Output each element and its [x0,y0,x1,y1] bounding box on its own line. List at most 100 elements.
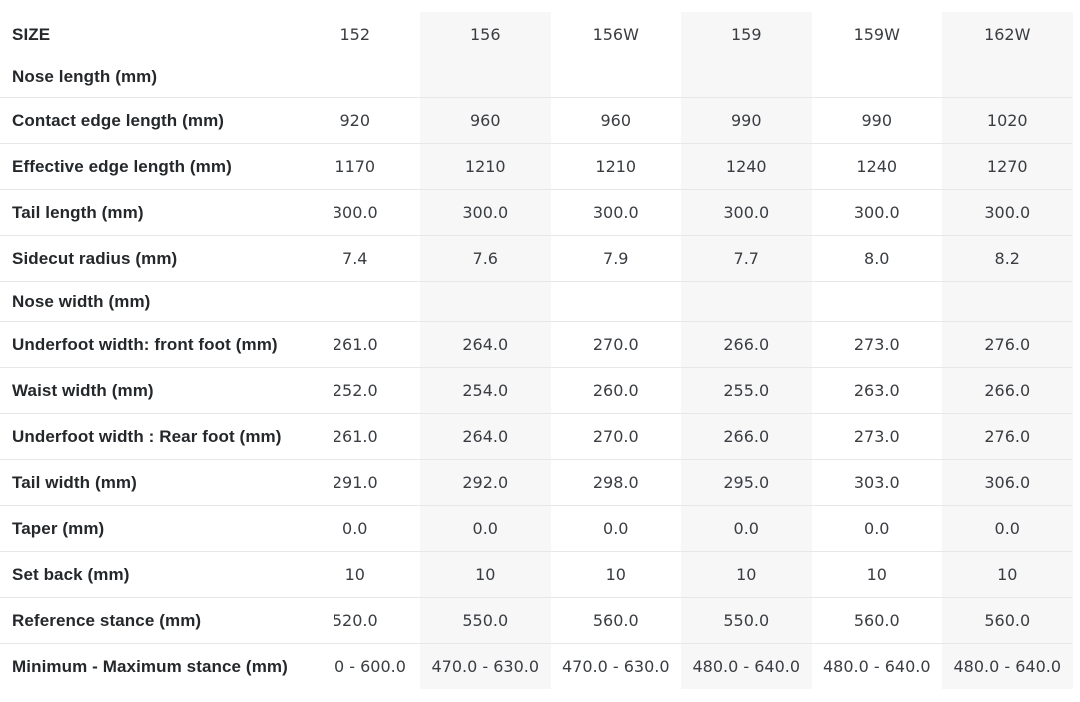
spec-value-cell [942,57,1073,97]
spec-value-cell: 273.0 [853,335,900,354]
spec-value-cell: 480.0 - 640.0 [822,657,931,676]
spec-value-cell: 0.0 [603,519,629,538]
spec-row: Nose width (mm) [0,281,1072,321]
spec-row-label: Effective edge length (mm) [0,144,334,189]
spec-row: 10 10 10 10 10 10 Set back (mm) [0,551,1072,597]
spec-row: 0.0 0.0 0.0 0.0 0.0 0.0 Taper (mm) [0,505,1072,551]
spec-row-label: Reference stance (mm) [0,598,334,643]
spec-row-label: Minimum - Maximum stance (mm) [0,644,334,689]
spec-value-cell: 960 [600,111,632,130]
spec-value-cell: 920 [339,111,371,130]
spec-value-cell: 560.0 [984,611,1031,630]
spec-row: 252.0 254.0 260.0 255.0 263.0 266.0 Waist widt… [0,367,1072,413]
size-header-cell: 162W [984,25,1031,44]
spec-row: 261.0 264.0 270.0 266.0 273.0 276.0 Underfoot … [0,413,1072,459]
spec-value-cell: 550.0 [462,611,509,630]
spec-value-cell: 298.0 [592,473,639,492]
spec-value-cell: 480.0 - 640.0 [953,657,1062,676]
spec-value-cell: 7.4 [342,249,368,268]
spec-value-cell: 7.7 [733,249,759,268]
spec-value-cell: 480.0 - 640.0 [692,657,801,676]
spec-value-cell: 291.0 [331,473,378,492]
spec-value-cell: 254.0 [462,381,509,400]
spec-value-cell: 0.0 [994,519,1020,538]
spec-value-cell: 1170 [334,157,376,176]
spec-value-cell: 520.0 [331,611,378,630]
spec-row: 0 - 600.0 470.0 - 630.0 470.0 - 630.0 480.0… [0,643,1072,689]
spec-row: 291.0 292.0 298.0 295.0 303.0 306.0 Tail width… [0,459,1072,505]
spec-value-cell: 1210 [595,157,637,176]
size-header-cell: 159 [730,25,762,44]
spec-value-cell: 0 - 600.0 [334,657,406,676]
spec-value-cell: 990 [861,111,893,130]
spec-value-cell: 7.6 [472,249,498,268]
spec-value-cell: 300.0 [462,203,509,222]
spec-row: 520.0 550.0 560.0 550.0 560.0 560.0 Reference … [0,597,1072,643]
size-header-cell: 159W [853,25,900,44]
spec-value-cell: 990 [730,111,762,130]
spec-value-cell: 300.0 [723,203,770,222]
size-column-title: SIZE [0,12,334,57]
spec-value-cell: 560.0 [592,611,639,630]
spec-value-cell: 255.0 [723,381,770,400]
spec-value-cell: 261.0 [331,335,378,354]
spec-value-cell: 0.0 [864,519,890,538]
spec-value-cell: 266.0 [723,427,770,446]
spec-value-cell [551,57,682,97]
spec-value-cell: 10 [866,565,887,584]
spec-value-cell: 10 [344,565,365,584]
size-header-cell: 156 [469,25,501,44]
spec-value-cell: 300.0 [331,203,378,222]
spec-value-cell: 1270 [986,157,1028,176]
spec-value-cell: 252.0 [331,381,378,400]
spec-row-label: Sidecut radius (mm) [0,236,334,281]
spec-value-cell: 276.0 [984,335,1031,354]
column-stripe-156 [420,12,551,689]
spec-value-cell [812,282,943,321]
spec-value-cell: 0.0 [342,519,368,538]
spec-row-label: Nose length (mm) [0,57,334,97]
spec-value-cell [420,57,551,97]
spec-value-cell: 0.0 [733,519,759,538]
spec-value-cell: 470.0 - 630.0 [431,657,540,676]
spec-value-cell: 550.0 [723,611,770,630]
size-header-cell: 152 [339,25,371,44]
spec-row-label: Waist width (mm) [0,368,334,413]
spec-value-cell: 1240 [856,157,898,176]
spec-value-cell: 261.0 [331,427,378,446]
spec-value-cell: 264.0 [462,427,509,446]
spec-value-cell: 303.0 [853,473,900,492]
spec-row-label: Tail width (mm) [0,460,334,505]
spec-row-label: Nose width (mm) [0,282,334,321]
spec-row: 920 960 960 990 990 1020 Contact edge length (… [0,97,1072,143]
spec-value-cell: 0.0 [472,519,498,538]
spec-value-cell [681,282,812,321]
spec-value-cell: 10 [605,565,626,584]
spec-value-cell: 7.9 [603,249,629,268]
spec-value-cell: 266.0 [984,381,1031,400]
spec-value-cell: 8.2 [994,249,1020,268]
spec-value-cell [420,282,551,321]
size-header-cell: 156W [592,25,639,44]
spec-value-cell: 300.0 [984,203,1031,222]
spec-value-cell: 295.0 [723,473,770,492]
spec-value-cell: 263.0 [853,381,900,400]
spec-value-cell: 266.0 [723,335,770,354]
spec-value-cell: 260.0 [592,381,639,400]
spec-row-label: Contact edge length (mm) [0,98,334,143]
spec-value-cell [681,57,812,97]
spec-value-cell: 270.0 [592,335,639,354]
size-spec-table: 152 156 156W 159 159W 162W SIZE Nose len… [0,12,1073,689]
spec-row-label: Underfoot width: front foot (mm) [0,322,334,367]
spec-value-cell: 560.0 [853,611,900,630]
spec-value-cell: 273.0 [853,427,900,446]
spec-value-cell [942,282,1073,321]
spec-value-cell: 10 [736,565,757,584]
spec-row: 1170 1210 1210 1240 1240 1270 Effective edge l… [0,143,1072,189]
spec-value-cell: 8.0 [864,249,890,268]
spec-value-cell: 1210 [464,157,506,176]
spec-value-cell: 264.0 [462,335,509,354]
spec-value-cell: 292.0 [462,473,509,492]
spec-row-label: Tail length (mm) [0,190,334,235]
spec-value-cell [551,282,682,321]
